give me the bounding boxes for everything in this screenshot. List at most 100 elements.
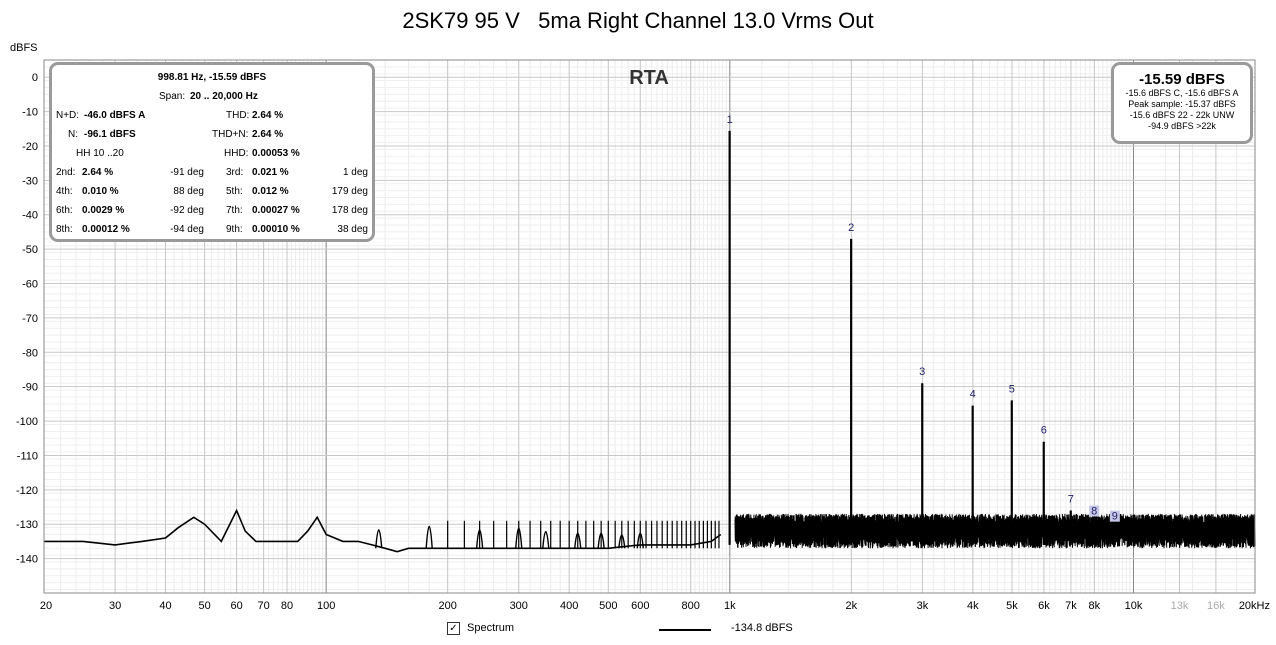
harmonic-label: 2 bbox=[848, 222, 854, 234]
peak-level-panel: -15.59 dBFS -15.6 dBFS C, -15.6 dBFS A P… bbox=[1111, 62, 1253, 144]
y-tick-label: -140 bbox=[16, 554, 38, 566]
harmonic-label-bg bbox=[1089, 505, 1100, 517]
peak-value: -15.59 dBFS bbox=[1139, 71, 1225, 88]
harmonic-value: 0.010 % bbox=[82, 186, 119, 197]
peak-line-1: -15.6 dBFS C, -15.6 dBFS A bbox=[1125, 88, 1239, 98]
harmonic-label: 3 bbox=[919, 366, 925, 378]
measurements-panel: 998.81 Hz, -15.59 dBFS Span: 20 .. 20,00… bbox=[49, 62, 375, 242]
x-tick-label: 8k bbox=[1089, 600, 1101, 612]
y-axis-label: dBFS bbox=[10, 42, 38, 54]
plot-border bbox=[43, 59, 1256, 594]
y-axis-ticks: 0 -10 -20 -30 -40 -50 -60 -70 -80 -90 -100 -110 -120… bbox=[16, 72, 38, 565]
span-value: 20 .. 20,000 Hz bbox=[190, 91, 258, 102]
y-tick-label: -60 bbox=[22, 279, 38, 291]
harmonic-value: 0.00027 % bbox=[252, 205, 300, 216]
nd-label: N+D: bbox=[56, 110, 80, 121]
hhd-label: HHD: bbox=[224, 148, 249, 159]
harmonic-phase: 38 deg bbox=[337, 224, 368, 235]
harmonic-value: 0.00012 % bbox=[82, 224, 130, 235]
y-tick-label: 0 bbox=[32, 72, 38, 84]
x-tick-label: 30 bbox=[109, 600, 121, 612]
span-label: Span: bbox=[159, 91, 186, 102]
y-tick-label: -120 bbox=[16, 485, 38, 497]
nd-value: -46.0 dBFS A bbox=[84, 110, 146, 121]
harmonic-label: 8 bbox=[1091, 506, 1097, 518]
harmonic-label: 8th: bbox=[56, 224, 73, 235]
x-tick-label: 800 bbox=[682, 600, 700, 612]
x-tick-label: 70 bbox=[257, 600, 269, 612]
y-tick-label: -50 bbox=[22, 244, 38, 256]
x-tick-label: 80 bbox=[281, 600, 293, 612]
x-tick-label: 100 bbox=[317, 600, 335, 612]
harmonic-label: 7 bbox=[1068, 493, 1074, 505]
harmonic-phase: -94 deg bbox=[170, 224, 204, 235]
x-tick-label: 200 bbox=[438, 600, 456, 612]
x-tick-label: 4k bbox=[967, 600, 979, 612]
harmonic-phase: -91 deg bbox=[170, 167, 204, 178]
x-tick-label: 40 bbox=[159, 600, 171, 612]
spectrum-label[interactable]: Spectrum bbox=[467, 622, 515, 634]
x-tick-label: 20 bbox=[40, 600, 52, 612]
n-label: N: bbox=[68, 129, 78, 140]
hum-spike bbox=[375, 529, 383, 549]
harmonic-value: 2.64 % bbox=[82, 167, 114, 178]
y-tick-label: -30 bbox=[22, 175, 38, 187]
harmonic-label: 4th: bbox=[56, 186, 73, 197]
y-tick-label: -40 bbox=[22, 210, 38, 222]
harmonic-label: 5th: bbox=[226, 186, 243, 197]
peak-line-2: Peak sample: -15.37 dBFS bbox=[1128, 99, 1236, 109]
harmonic-value: 0.00010 % bbox=[252, 224, 300, 235]
x-tick-label: 2k bbox=[846, 600, 858, 612]
legend-noise-value: -134.8 dBFS bbox=[731, 622, 793, 634]
x-tick-label: 6k bbox=[1038, 600, 1050, 612]
thd-value: 2.64 % bbox=[252, 110, 284, 121]
spectrum-checkbox[interactable]: ✓ bbox=[447, 622, 460, 635]
harmonic-label: 1 bbox=[727, 114, 733, 126]
x-tick-label: 5k bbox=[1006, 600, 1018, 612]
x-axis-ticks: 20 30 40 50 60 70 80 100 200 300 400 500 600 800 1k 2k 3… bbox=[40, 600, 1270, 612]
thdn-label: THD+N: bbox=[212, 129, 249, 140]
y-tick-label: -10 bbox=[22, 107, 38, 119]
harmonic-label: 2nd: bbox=[56, 167, 76, 178]
thdn-value: 2.64 % bbox=[252, 129, 284, 140]
plot-label-rta: RTA bbox=[629, 67, 669, 89]
y-tick-label: -70 bbox=[22, 313, 38, 325]
x-tick-label: 400 bbox=[560, 600, 578, 612]
harmonic-label: 5 bbox=[1009, 383, 1015, 395]
harmonic-phase: 1 deg bbox=[342, 167, 368, 178]
x-tick-label: 60 bbox=[230, 600, 242, 612]
harmonic-phase: 178 deg bbox=[331, 205, 368, 216]
peak-line-3: -15.6 dBFS 22 - 22k UNW bbox=[1129, 110, 1235, 120]
n-value: -96.1 dBFS bbox=[84, 129, 136, 140]
harmonic-label-bg bbox=[1109, 510, 1120, 522]
harmonic-label: 6th: bbox=[56, 205, 73, 216]
harmonic-phase: 88 deg bbox=[173, 186, 204, 197]
harmonic-phase: -92 deg bbox=[170, 205, 204, 216]
x-tick-label: 13k bbox=[1171, 600, 1189, 612]
x-tick-label: 3k bbox=[917, 600, 929, 612]
y-tick-label: -100 bbox=[16, 416, 38, 428]
grid-lines bbox=[43, 59, 1256, 593]
x-tick-label: 16k bbox=[1207, 600, 1225, 612]
harmonic-label: 9th: bbox=[226, 224, 243, 235]
x-tick-label: 20kHz bbox=[1239, 600, 1270, 612]
hum-spike bbox=[542, 530, 550, 549]
harmonic-phase: 179 deg bbox=[331, 186, 368, 197]
hh-label: HH 10 ..20 bbox=[76, 148, 124, 159]
y-tick-label: -110 bbox=[17, 450, 38, 462]
harmonic-label: 3rd: bbox=[226, 167, 244, 178]
harmonic-value: 0.012 % bbox=[252, 186, 289, 197]
y-tick-label: -130 bbox=[16, 519, 38, 531]
hum-spike bbox=[425, 525, 433, 549]
legend-line-swatch bbox=[659, 629, 711, 631]
harmonic-label: 9 bbox=[1112, 511, 1118, 523]
harmonic-label: 6 bbox=[1041, 425, 1047, 437]
x-tick-label: 50 bbox=[199, 600, 211, 612]
x-tick-label: 500 bbox=[599, 600, 617, 612]
y-tick-label: -20 bbox=[22, 141, 38, 153]
chart-title: 2SK79 95 V 5ma Right Channel 13.0 Vrms O… bbox=[402, 8, 874, 33]
harmonic-value: 0.021 % bbox=[252, 167, 289, 178]
x-tick-label: 10k bbox=[1125, 600, 1143, 612]
harmonic-value: 0.0029 % bbox=[82, 205, 125, 216]
